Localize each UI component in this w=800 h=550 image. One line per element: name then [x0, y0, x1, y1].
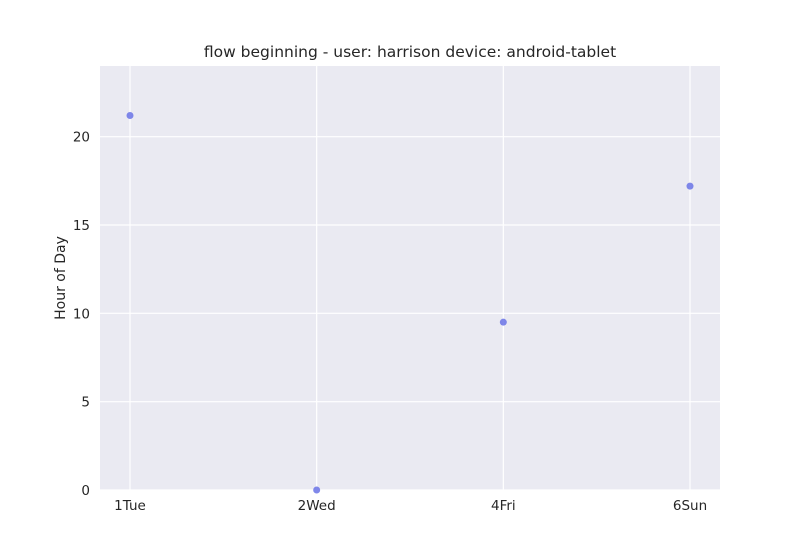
x-tick-label: 6Sun: [673, 498, 707, 514]
y-tick-label: 10: [73, 306, 90, 322]
y-axis-label: Hour of Day: [53, 236, 69, 320]
y-tick-label: 20: [73, 130, 90, 146]
x-tick-label: 1Tue: [114, 498, 146, 514]
x-tick-label: 2Wed: [298, 498, 336, 514]
x-tick-label: 4Fri: [491, 498, 516, 514]
plot-background: [100, 66, 720, 490]
data-point: [313, 486, 321, 494]
data-point: [686, 182, 694, 190]
chart-title: flow beginning - user: harrison device: …: [204, 43, 616, 61]
data-point: [499, 318, 507, 326]
y-tick-label: 0: [81, 483, 90, 499]
y-tick-label: 15: [73, 218, 90, 234]
data-point: [126, 111, 134, 119]
y-tick-label: 5: [81, 395, 90, 411]
